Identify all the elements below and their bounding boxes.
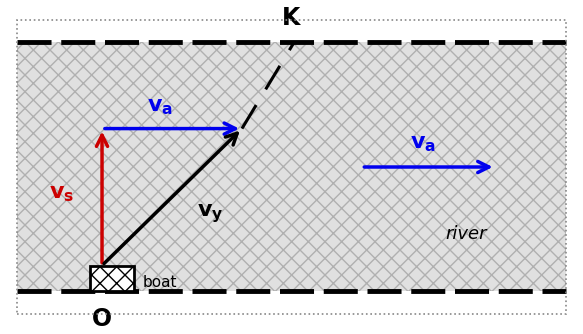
Text: boat: boat	[143, 275, 177, 290]
Text: $\mathbf{v_a}$: $\mathbf{v_a}$	[410, 134, 436, 154]
Text: $\mathbf{v_y}$: $\mathbf{v_y}$	[196, 202, 223, 225]
Bar	[90, 266, 134, 291]
Text: $\mathbf{v_s}$: $\mathbf{v_s}$	[48, 184, 74, 204]
Text: O: O	[92, 307, 112, 331]
Bar	[17, 20, 566, 314]
Text: river: river	[445, 225, 487, 243]
Text: $\mathbf{v_a}$: $\mathbf{v_a}$	[147, 97, 173, 117]
Bar	[17, 42, 566, 291]
Text: K: K	[282, 6, 301, 30]
